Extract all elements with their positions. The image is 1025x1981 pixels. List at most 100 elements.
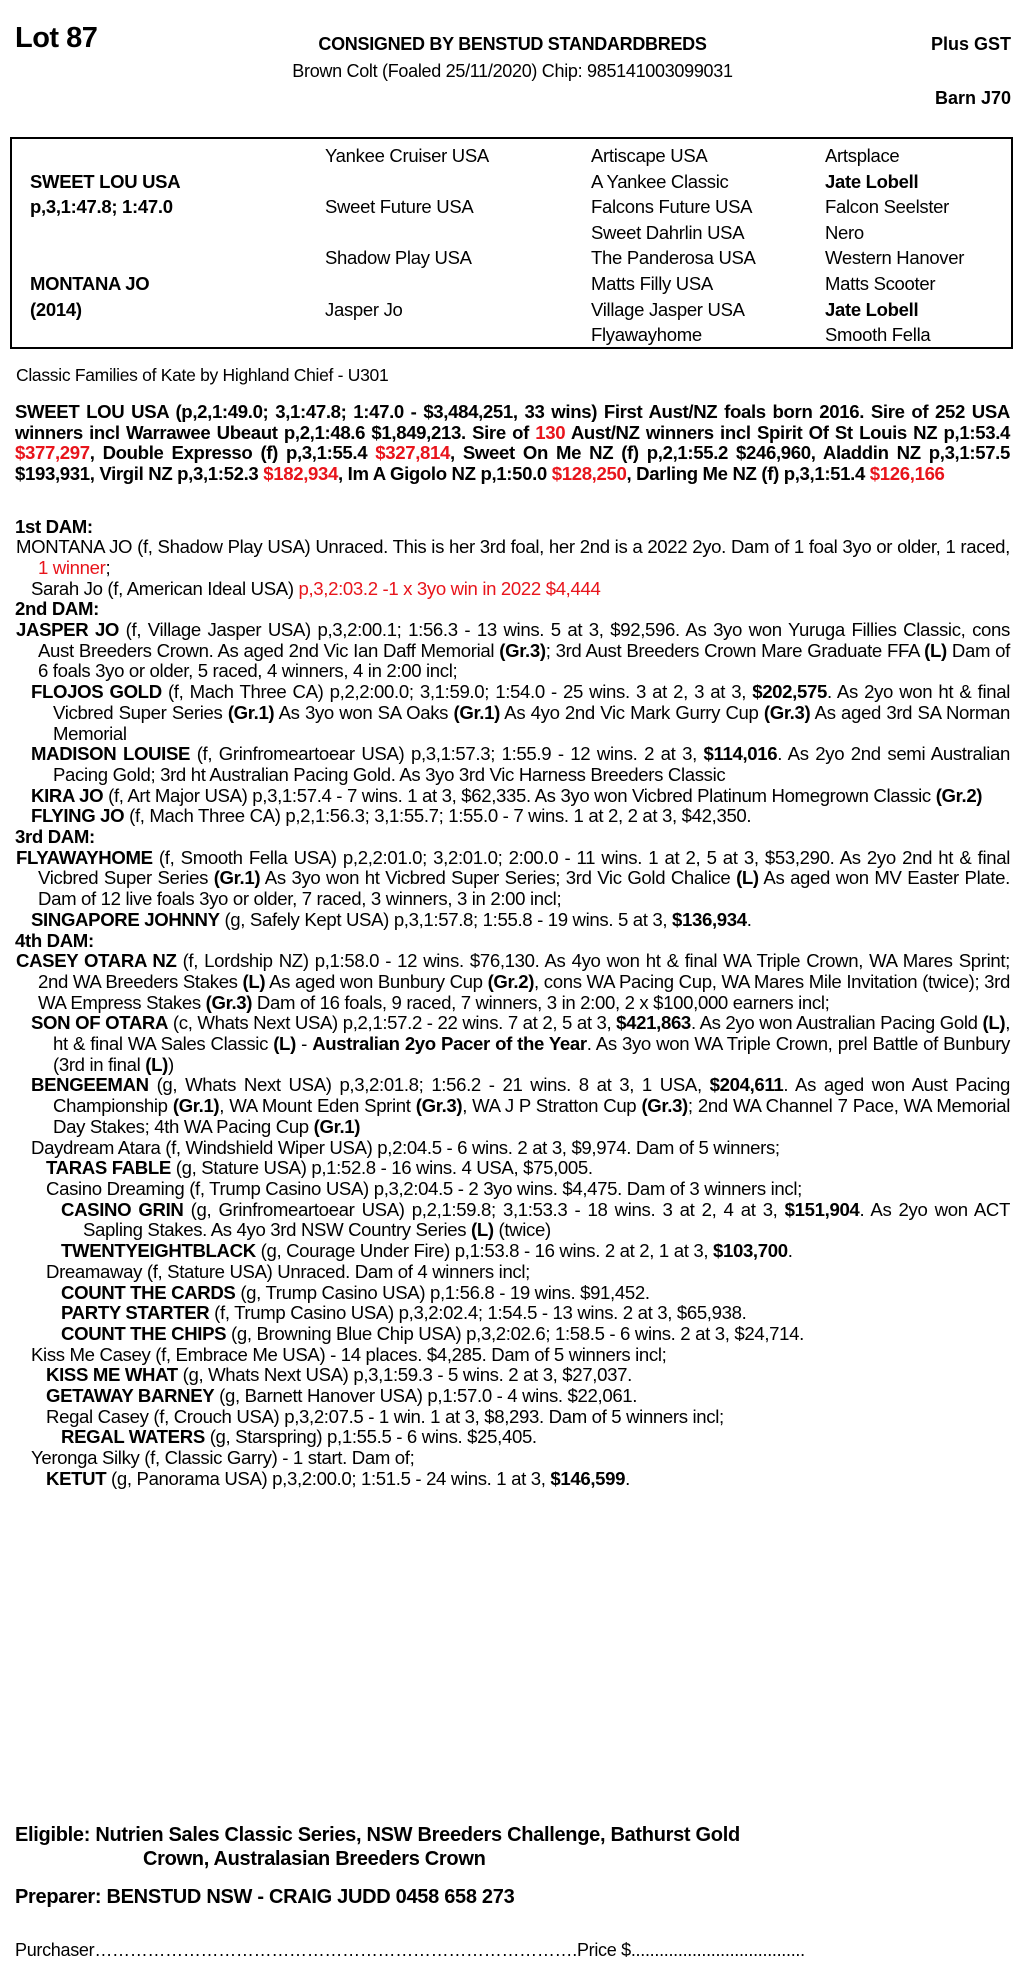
pedigree-cell (30, 245, 180, 271)
text-run: (f, Lordship NZ) p,1:58.0 - 12 wins. $76… (38, 950, 1010, 992)
text-run: . (787, 1240, 793, 1262)
pedigree-entry: Sarah Jo (f, American Ideal USA) p,3,2:0… (15, 578, 1010, 600)
text-run: , ht & final WA Sales Classic (53, 1012, 1011, 1055)
bold-text: (Gr.1) (213, 867, 261, 889)
text-run: SWEET LOU USA (p,2,1:49.0; 3,1:47.8; 1:4… (15, 401, 1010, 443)
pedigree-entry: KISS ME WHAT (g, Whats Next USA) p,3,1:5… (15, 1364, 1010, 1386)
bold-text: $136,934 (672, 908, 747, 930)
bold-text: CASINO GRIN (61, 1198, 184, 1220)
bold-text: CASEY OTARA NZ (16, 950, 177, 972)
text-run: ; 2nd WA Channel 7 Pace, WA Memorial Day… (53, 1095, 1010, 1137)
dam-sections: 1st DAM: MONTANA JO (f, Shadow Play USA) … (15, 516, 1011, 1490)
pedigree-cell: Sweet Dahrlin USA (591, 221, 745, 243)
pedigree-entry: BENGEEMAN (g, Whats Next USA) p,3,2:01.8… (15, 1075, 1010, 1137)
pedigree-entry: Kiss Me Casey (f, Embrace Me USA) - 14 p… (15, 1343, 1010, 1366)
bold-text: TARAS FABLE (46, 1157, 171, 1179)
pedigree-cell: Flyawayhome (591, 324, 702, 346)
text-run: , Sweet On Me NZ (f) p,2,1:55.2 $246,960… (15, 442, 1010, 485)
bold-text: $114,016 (703, 743, 778, 765)
text-run: Yeronga Silky (f, Classic Garry) - 1 sta… (31, 1447, 415, 1469)
bold-text: FLYING JO (31, 805, 125, 827)
text-run: (g, Trump Casino USA) p,1:56.8 - 19 wins… (235, 1281, 650, 1303)
text-run: (g, Grinfromeartoear USA) p,2,1:59.8; 3,… (183, 1198, 785, 1220)
pedigree-cell: Jate Lobell (825, 298, 919, 320)
pedigree-cell: Smooth Fella (825, 324, 931, 346)
bold-text: (Gr.3) (205, 991, 253, 1013)
text-run: . (625, 1467, 630, 1489)
pedigree-cell: SWEET LOU USA (30, 170, 181, 192)
bold-text: (Gr.3) (763, 701, 811, 723)
pedigree-entry: FLYAWAYHOME (f, Smooth Fella USA) p,2,2:… (15, 846, 1010, 910)
text-run: (f, Village Jasper USA) p,3,2:00.1; 1:56… (38, 619, 1010, 661)
pedigree-entry: REGAL WATERS (g, Starspring) p,1:55.5 - … (15, 1427, 1010, 1448)
pedigree-entry: KETUT (g, Panorama USA) p,3,2:00.0; 1:51… (15, 1467, 1010, 1490)
text-run: (c, Whats Next USA) p,2,1:57.2 - 22 wins… (168, 1012, 617, 1034)
lot-number: Lot 87 (15, 22, 98, 54)
text-run: (g, Whats Next USA) p,3,1:59.3 - 5 wins.… (177, 1364, 633, 1386)
text-run: MONTANA JO (f, Shadow Play USA) Unraced.… (16, 536, 1010, 558)
text-run: Dam of 6 foals 3yo or older, 5 raced, 4 … (38, 639, 1010, 682)
pedigree-cell: Village Jasper USA (591, 298, 745, 320)
bold-text: (L) (470, 1219, 494, 1241)
pedigree-cell: Shadow Play USA (325, 247, 472, 269)
text-run: As aged won Bunbury Cup (265, 970, 488, 992)
pedigree-entry: MONTANA JO (f, Shadow Play USA) Unraced.… (15, 536, 1010, 578)
bold-text: TWENTYEIGHTBLACK (61, 1240, 256, 1262)
pedigree-cell (325, 220, 489, 246)
text-run: Kiss Me Casey (f, Embrace Me USA) - 14 p… (31, 1343, 667, 1365)
pedigree-cell: Artsplace (825, 145, 900, 166)
text-run: , Darling Me NZ (f) p,3,1:51.4 (626, 463, 870, 485)
pedigree-table: SWEET LOU USA p,3,1:47.8; 1:47.0 MONTANA J… (10, 137, 1013, 349)
text-run: As aged won MV Easter Plate. Dam of 12 l… (38, 867, 1010, 910)
text-run: (f, Trump Casino USA) p,3,2:02.4; 1:54.5… (209, 1302, 747, 1324)
bold-text: $151,904 (784, 1198, 860, 1220)
pedigree-cell: Artiscape USA (591, 145, 708, 166)
pedigree-cell: Sweet Future USA (325, 196, 474, 218)
bold-text: (Gr.2) (487, 970, 535, 992)
text-run: (f, Art Major USA) p,3,1:57.4 - 7 wins. … (103, 784, 936, 806)
text-run: ; 3rd Aust Breeders Crown Mare Graduate … (545, 639, 925, 661)
bold-text: (L) (145, 1053, 168, 1075)
text-run: As 3yo won ht Vicbred Super Series; 3rd … (260, 867, 737, 889)
bold-text: (Gr.1) (453, 701, 500, 723)
pedigree-entry: CASINO GRIN (g, Grinfromeartoear USA) p,… (15, 1198, 1010, 1241)
bold-text: SON OF OTARA (31, 1012, 169, 1034)
bold-text: JASPER JO (16, 619, 120, 641)
pedigree-col-2: Yankee Cruiser USA Sweet Future USA Shadow… (325, 143, 489, 348)
highlight-text: 1 winner (38, 556, 106, 578)
pedigree-cell: Matts Filly USA (591, 272, 713, 294)
eligibility-line: Eligible: Nutrien Sales Classic Series, … (15, 1824, 740, 1846)
text-run: . As 2yo won ht & final Vicbred Super Se… (53, 681, 1010, 723)
pedigree-cell (325, 322, 489, 348)
eligibility: Eligible: Nutrien Sales Classic Series, … (15, 1823, 1010, 1871)
pedigree-cell: Jate Lobell (825, 170, 919, 192)
pedigree-cell (325, 271, 489, 297)
highlight-text: $182,934 (263, 463, 338, 485)
text-run: ) (167, 1053, 174, 1075)
highlight-text: $128,250 (551, 463, 627, 485)
pedigree-cell: Matts Scooter (825, 272, 936, 294)
family-line: Classic Families of Kate by Highland Chi… (16, 365, 389, 385)
text-run: (f, Mach Three CA) p,2,2:00.0; 3,1:59.0;… (161, 681, 753, 703)
bold-text: (Gr.1) (172, 1095, 220, 1117)
text-run: Casino Dreaming (f, Trump Casino USA) p,… (46, 1178, 802, 1199)
pedigree-entry: FLOJOS GOLD (f, Mach Three CA) p,2,2:00.… (15, 681, 1010, 744)
pedigree-cell: Jasper Jo (325, 298, 403, 320)
pedigree-entry: Daydream Atara (f, Windshield Wiper USA)… (15, 1136, 1010, 1159)
dam-heading: 3rd DAM: (15, 826, 95, 848)
pedigree-cell (30, 322, 180, 348)
text-run: Aust/NZ winners incl Spirit Of St Louis … (565, 421, 1011, 443)
pedigree-entry: SINGAPORE JOHNNY (g, Safely Kept USA) p,… (15, 908, 1010, 931)
text-run: Daydream Atara (f, Windshield Wiper USA)… (31, 1136, 780, 1158)
bold-text: PARTY STARTER (61, 1302, 210, 1324)
eligibility-line: Crown, Australasian Breeders Crown (143, 1848, 486, 1870)
pedigree-entry: FLYING JO (f, Mach Three CA) p,2,1:56.3;… (15, 805, 1010, 827)
text-run: (g, Stature USA) p,1:52.8 - 16 wins. 4 U… (170, 1157, 593, 1179)
barn-number: Barn J70 (934, 88, 1011, 108)
pedigree-entry: PARTY STARTER (f, Trump Casino USA) p,3,… (15, 1302, 1010, 1324)
bold-text: GETAWAY BARNEY (46, 1385, 215, 1407)
text-run: . As 2yo won Australian Pacing Gold (690, 1012, 983, 1034)
text-run: (g, Browning Blue Chip USA) p,3,2:02.6; … (226, 1322, 804, 1344)
text-run: (f, Smooth Fella USA) p,2,2:01.0; 3,2:01… (38, 846, 1010, 889)
preparer: Preparer: BENSTUD NSW - CRAIG JUDD 0458 … (15, 1886, 515, 1908)
